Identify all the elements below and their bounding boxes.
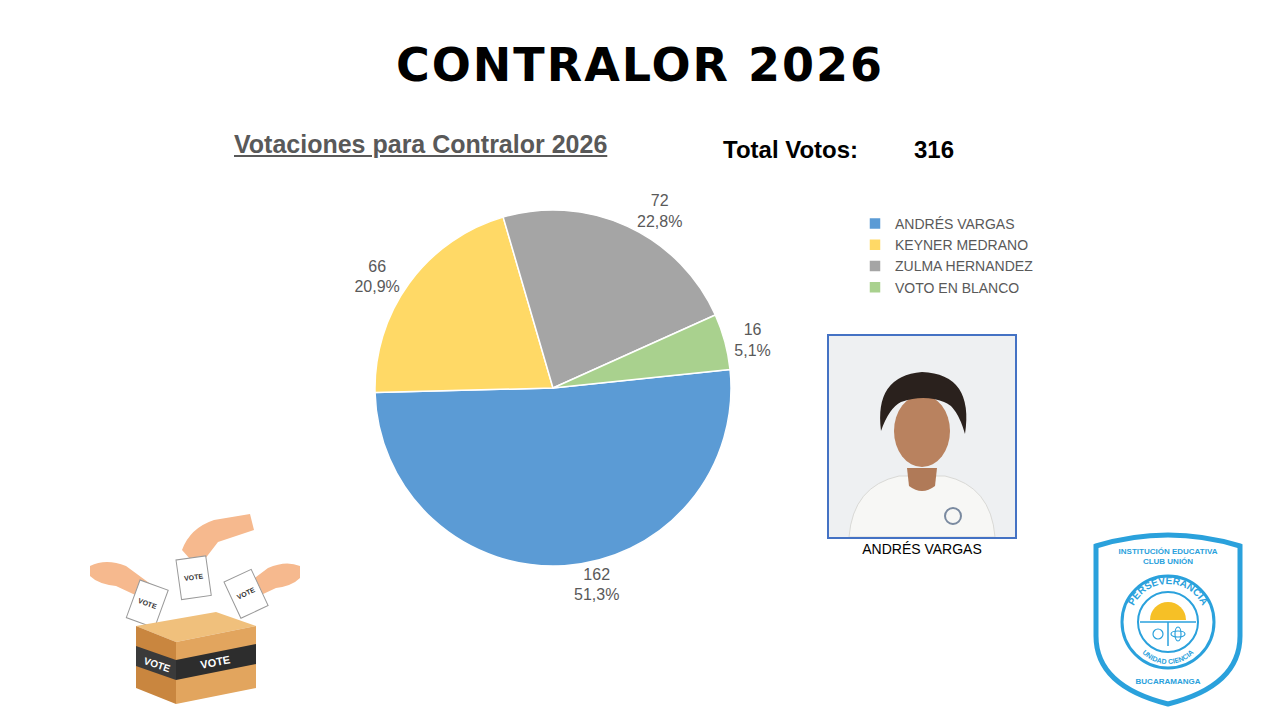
svg-text:PERSEVERANCIA: PERSEVERANCIA [1126, 575, 1211, 607]
svg-text:VOTE: VOTE [184, 572, 204, 582]
svg-text:VOTO EN BLANCO: VOTO EN BLANCO [895, 280, 1019, 296]
svg-text:VOTE: VOTE [236, 586, 257, 601]
html-text:ANDRÉS VARGAS: ANDRÉS VARGAS [862, 541, 982, 557]
svg-text:165,1%: 165,1% [734, 321, 770, 359]
svg-text:16251,3%: 16251,3% [574, 566, 619, 604]
svg-text:KEYNER MEDRANO: KEYNER MEDRANO [895, 237, 1028, 253]
svg-text:ANDRÉS VARGAS: ANDRÉS VARGAS [895, 216, 1015, 232]
svg-text:6620,9%: 6620,9% [354, 258, 399, 296]
svg-text:BUCARAMANGA: BUCARAMANGA [1136, 677, 1201, 686]
html-text:316: 316 [914, 136, 954, 163]
html-text:Total Votos:: Total Votos: [723, 136, 859, 163]
svg-text:7222,8%: 7222,8% [637, 192, 682, 230]
svg-text:VOTE: VOTE [142, 655, 172, 674]
svg-text:CLUB UNIÓN: CLUB UNIÓN [1143, 557, 1193, 566]
html-text:Votaciones para Contralor 2026: Votaciones para Contralor 2026 [234, 130, 608, 158]
svg-text:VOTE: VOTE [199, 653, 231, 670]
svg-text:VOTE: VOTE [137, 597, 158, 610]
svg-text:INSTITUCIÓN EDUCATIVA: INSTITUCIÓN EDUCATIVA [1119, 547, 1218, 556]
svg-text:UNIDAD CIENCIA: UNIDAD CIENCIA [1141, 649, 1194, 666]
svg-text:ZULMA HERNANDEZ: ZULMA HERNANDEZ [895, 258, 1033, 274]
html-text:CONTRALOR 2026: CONTRALOR 2026 [396, 38, 884, 92]
